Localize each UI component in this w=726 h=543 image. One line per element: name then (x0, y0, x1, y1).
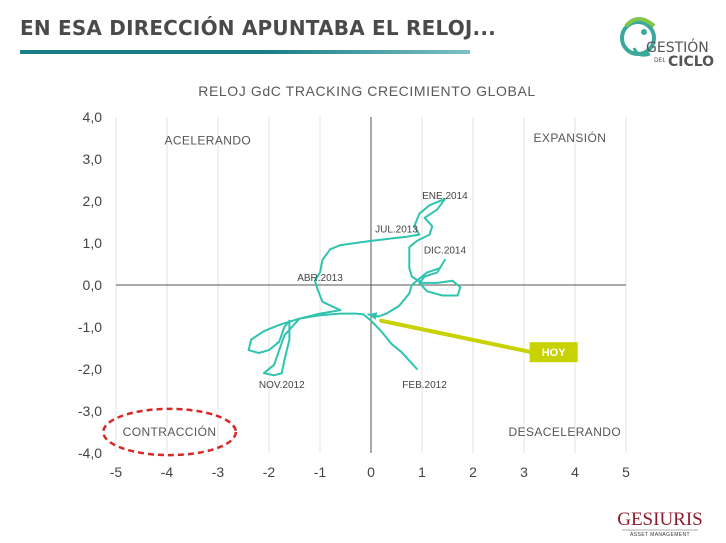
x-tick-label: 2 (469, 464, 477, 480)
brand-name: GESIURIS (617, 509, 703, 530)
quadrant-label: EXPANSIÓN (534, 130, 607, 145)
date-label: ENE.2014 (422, 191, 468, 202)
logo-line-3: CICLO (668, 54, 714, 70)
contraction-highlight-ellipse (102, 407, 238, 457)
x-tick-label: 3 (520, 464, 528, 480)
y-tick-label: 4,0 (83, 109, 103, 125)
y-tick-label: -2,0 (78, 361, 102, 377)
slide-title: EN ESA DIRECCIÓN APUNTABA EL RELOJ... (20, 16, 496, 40)
x-tick-label: -1 (314, 464, 327, 480)
x-tick-label: -5 (110, 464, 123, 480)
quadrant-label: CONTRACCIÓN (123, 424, 217, 439)
date-label: ABR.2013 (297, 273, 343, 284)
gesiuris-logo: GESIURIS ASSET MANAGEMENT (604, 508, 716, 538)
series (247, 197, 462, 377)
growth-clock-chart: RELOJ GdC TRACKING CRECIMIENTO GLOBAL -5… (0, 70, 726, 490)
hoy-label: HOY (542, 347, 567, 359)
x-axis-ticks: -5 -4 -3 -2 -1 0 1 2 3 4 5 (110, 464, 630, 480)
y-tick-label: 3,0 (83, 151, 103, 167)
axes (116, 117, 626, 453)
y-tick-label: -3,0 (78, 403, 102, 419)
x-tick-label: 4 (571, 464, 579, 480)
date-label: DIC.2014 (424, 246, 467, 257)
quadrant-label: ACELERANDO (164, 133, 251, 147)
gestion-del-ciclo-logo: GESTIÓN DEL CICLO (616, 8, 716, 72)
y-tick-label: 1,0 (83, 235, 103, 251)
date-label: FEB.2012 (402, 380, 447, 391)
y-tick-label: -4,0 (78, 445, 102, 461)
brand-tagline: ASSET MANAGEMENT (630, 532, 690, 538)
callout: HOY (379, 318, 578, 363)
hoy-pointer-line (379, 318, 534, 355)
logo-line-2: DEL (654, 57, 666, 64)
chameleon-icon (620, 17, 656, 57)
chart-title: RELOJ GdC TRACKING CRECIMIENTO GLOBAL (198, 83, 536, 99)
title-underline (20, 50, 470, 54)
y-axis-ticks: 4,0 3,0 2,0 1,0 0,0 -1,0 -2,0 -3,0 -4,0 (78, 109, 102, 461)
growth-trajectory-line (247, 197, 462, 377)
x-tick-label: -3 (212, 464, 225, 480)
x-tick-label: 0 (367, 464, 375, 480)
logo-line-1: GESTIÓN (646, 38, 709, 56)
x-tick-label: 1 (418, 464, 426, 480)
y-tick-label: 2,0 (83, 193, 103, 209)
x-tick-label: -2 (263, 464, 276, 480)
y-tick-label: 0,0 (83, 277, 103, 293)
date-label: JUL.2013 (375, 225, 418, 236)
x-tick-label: -4 (161, 464, 174, 480)
point-labels: ENE.2014 JUL.2013 DIC.2014 ABR.2013 NOV.2012… (259, 191, 468, 391)
hoy-label-box (529, 342, 578, 363)
quadrant-label: DESACELERANDO (509, 425, 622, 439)
date-label: NOV.2012 (259, 380, 305, 391)
trajectory-arrowhead (368, 312, 378, 320)
x-tick-label: 5 (622, 464, 630, 480)
y-tick-label: -1,0 (78, 319, 102, 335)
quadrant-labels: ACELERANDO EXPANSIÓN CONTRACCIÓN DESACELERA… (102, 130, 622, 457)
